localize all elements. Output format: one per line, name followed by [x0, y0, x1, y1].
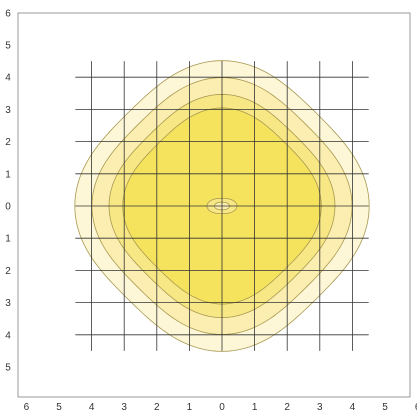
- y-axis-ticks: 6 5 4 3 2 1 0 1 2 3 4 5: [5, 8, 11, 373]
- x-tick-label: 0: [219, 402, 225, 413]
- x-axis-ticks: 6 5 4 3 2 1 0 1 2 3 4 5 6: [24, 402, 417, 413]
- outer-frame: [17, 12, 411, 398]
- x-tick-label: 6: [415, 402, 417, 413]
- x-tick-label: 1: [187, 402, 193, 413]
- x-tick-label: 3: [121, 402, 127, 413]
- y-tick-label: 2: [5, 266, 11, 277]
- y-tick-label: 3: [5, 105, 11, 116]
- x-tick-label: 2: [284, 402, 290, 413]
- y-tick-label: 3: [5, 298, 11, 309]
- x-tick-label: 2: [154, 402, 160, 413]
- x-tick-label: 5: [382, 402, 388, 413]
- y-tick-label: 2: [5, 137, 11, 148]
- y-tick-label: 5: [5, 41, 11, 52]
- x-tick-label: 5: [56, 402, 62, 413]
- y-tick-label: 4: [5, 330, 11, 341]
- x-tick-label: 1: [252, 402, 258, 413]
- y-tick-label: 1: [5, 169, 11, 180]
- x-tick-label: 4: [350, 402, 356, 413]
- x-tick-label: 4: [89, 402, 95, 413]
- y-tick-label: 5: [5, 363, 11, 374]
- x-tick-label: 6: [24, 402, 30, 413]
- frame-border: [17, 12, 411, 398]
- grid-layer: [75, 61, 369, 351]
- y-tick-label: 1: [5, 234, 11, 245]
- y-tick-label: 0: [5, 202, 11, 213]
- x-tick-label: 3: [317, 402, 323, 413]
- y-tick-label: 4: [5, 73, 11, 84]
- y-tick-label: 6: [5, 8, 11, 19]
